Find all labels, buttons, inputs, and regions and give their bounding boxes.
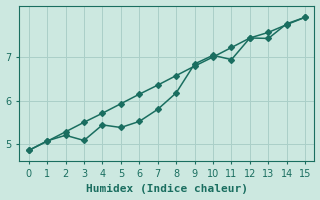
X-axis label: Humidex (Indice chaleur): Humidex (Indice chaleur) [86, 184, 248, 194]
